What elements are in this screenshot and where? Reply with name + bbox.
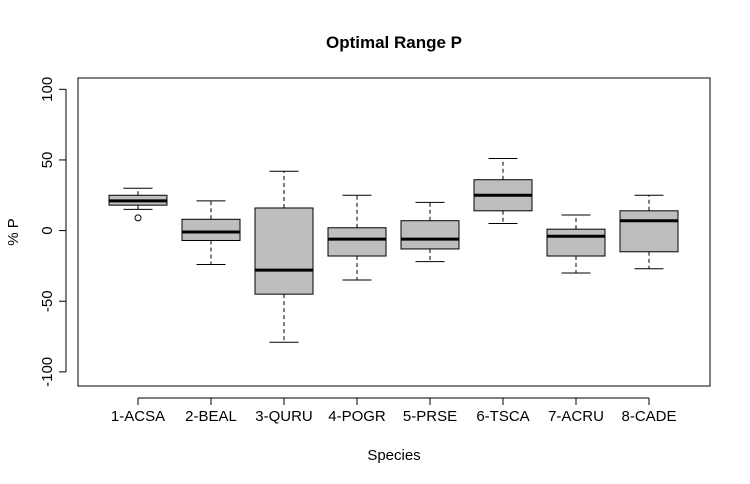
iqr-box bbox=[327, 227, 387, 257]
box-6-TSCA bbox=[473, 158, 533, 225]
iqr-box bbox=[400, 220, 460, 250]
x-tick-label: 7-ACRU bbox=[548, 408, 604, 425]
y-axis-label: % P bbox=[5, 218, 22, 246]
x-tick-label: 5-PRSE bbox=[403, 408, 457, 425]
iqr-box bbox=[181, 218, 241, 241]
box-2-BEAL bbox=[181, 200, 241, 265]
x-axis-label: Species bbox=[367, 447, 420, 464]
iqr-box bbox=[619, 210, 679, 253]
chart-title: Optimal Range P bbox=[326, 33, 462, 52]
box-8-CADE bbox=[619, 194, 679, 270]
box-5-PRSE bbox=[400, 201, 460, 263]
x-tick-label: 3-QURU bbox=[255, 408, 313, 425]
box-4-POGR bbox=[327, 194, 387, 281]
x-axis: 1-ACSA 2-BEAL 3-QURU 4-POGR 5-PRSE 6-TSCA 7-AC… bbox=[111, 397, 677, 425]
box-3-QURU bbox=[254, 170, 314, 343]
iqr-box bbox=[546, 228, 606, 257]
x-tick-label: 1-ACSA bbox=[111, 408, 165, 425]
y-tick-label: -100 bbox=[39, 357, 56, 387]
box-7-ACRU bbox=[546, 214, 606, 274]
y-tick-label: 0 bbox=[39, 226, 56, 234]
plot-frame bbox=[77, 77, 711, 387]
iqr-box bbox=[254, 207, 314, 295]
x-tick-label: 6-TSCA bbox=[476, 408, 529, 425]
box-1-ACSA bbox=[108, 187, 168, 222]
x-tick-label: 4-POGR bbox=[328, 408, 386, 425]
y-tick-label: -50 bbox=[39, 290, 56, 312]
x-tick-label: 2-BEAL bbox=[185, 408, 237, 425]
box-series bbox=[108, 158, 679, 343]
x-tick-label: 8-CADE bbox=[621, 408, 676, 425]
y-tick-label: 50 bbox=[39, 152, 56, 169]
y-axis: -100 -50 0 50 100 bbox=[39, 77, 67, 387]
y-tick-label: 100 bbox=[39, 77, 56, 102]
outlier-point bbox=[134, 214, 142, 222]
